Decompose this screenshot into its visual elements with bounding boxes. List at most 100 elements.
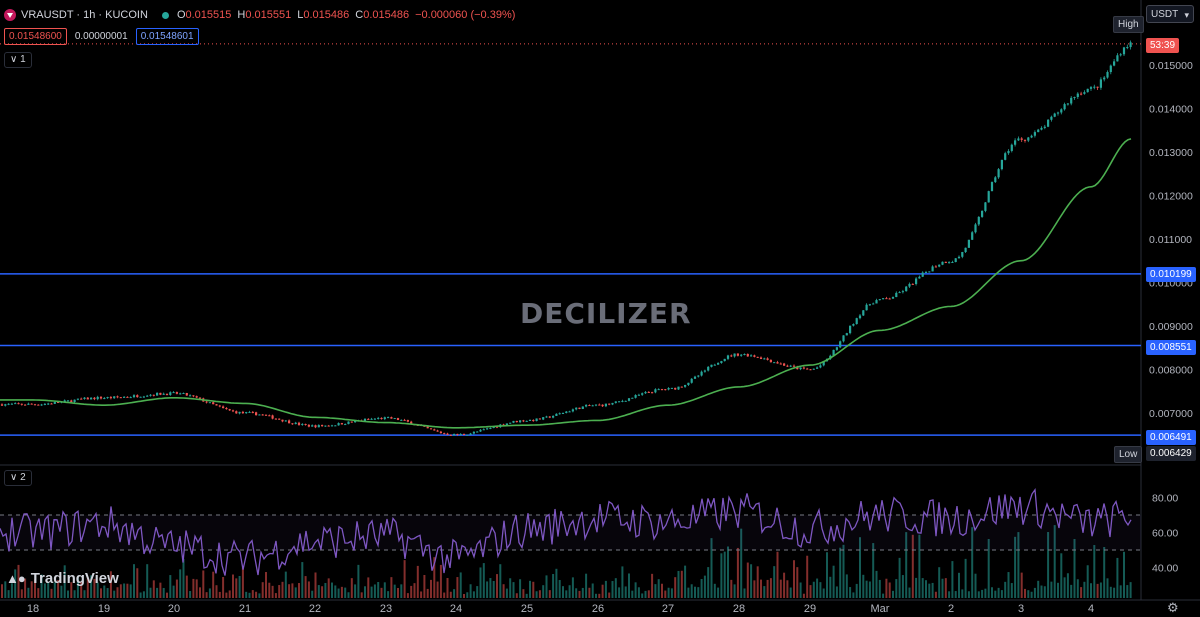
candle-body: [598, 404, 601, 406]
volume-bar: [492, 580, 495, 598]
volume-bar: [453, 589, 456, 598]
candle: [321, 424, 324, 427]
candle: [103, 397, 106, 400]
volume-bar: [1040, 585, 1043, 598]
candle: [1129, 40, 1132, 50]
volume-bar: [60, 585, 63, 598]
candle: [984, 202, 987, 213]
volume-bar: [159, 582, 162, 598]
candle: [1073, 96, 1076, 100]
candle-body: [443, 433, 446, 435]
candle-body: [297, 422, 301, 425]
level-tag-2[interactable]: 0.008551: [1146, 340, 1196, 355]
candle: [888, 297, 891, 300]
candle: [344, 423, 347, 426]
candle: [14, 402, 17, 405]
candle-body: [238, 411, 241, 414]
candle: [1007, 149, 1010, 155]
symbol-title[interactable]: VRAUSDT · 1h · KUCOIN: [21, 9, 148, 21]
volume-bar: [410, 585, 413, 598]
candle-body: [1119, 54, 1122, 56]
candle: [855, 317, 858, 325]
candle: [571, 408, 574, 413]
candle-body: [113, 396, 116, 399]
candle-body: [33, 404, 37, 406]
volume-bar: [753, 580, 756, 598]
buy-price-button[interactable]: 0.01548601: [135, 28, 199, 45]
candle-body: [403, 419, 406, 421]
volume-bar: [568, 585, 571, 598]
volume-bar: [331, 582, 333, 598]
candle-body: [304, 423, 307, 425]
volume-bar: [212, 571, 215, 598]
settings-gear-icon[interactable]: ⚙: [1167, 600, 1179, 615]
candle-body: [561, 412, 565, 414]
volume-bar: [235, 578, 238, 598]
volume-bar: [835, 586, 838, 598]
volume-bar: [687, 587, 690, 598]
candle-body: [868, 304, 871, 306]
volume-bar: [1030, 591, 1033, 598]
level-tag-1[interactable]: 0.010199: [1146, 267, 1196, 282]
candle-body: [717, 363, 720, 365]
candle: [1043, 124, 1046, 130]
tradingview-logo[interactable]: ▲● TradingView: [6, 570, 119, 587]
candle: [525, 420, 528, 422]
candle: [512, 420, 515, 424]
candle-body: [819, 365, 822, 368]
candle: [660, 388, 664, 391]
ohlc-close: C0.015486: [355, 9, 410, 21]
volume-bar: [1113, 587, 1116, 598]
candle-body: [433, 429, 436, 431]
candle: [578, 407, 581, 410]
candle-body: [1076, 93, 1079, 98]
volume-bar: [783, 572, 786, 598]
candle: [486, 427, 489, 430]
candle: [1113, 59, 1116, 67]
volume-bar: [271, 585, 274, 598]
volume-bar: [1060, 553, 1063, 598]
candle: [954, 258, 957, 263]
volume-bar: [37, 588, 40, 598]
candle: [585, 404, 588, 408]
volume-bar: [651, 573, 654, 598]
volume-bar: [855, 583, 858, 598]
volume-bar: [357, 564, 360, 598]
candle-body: [116, 396, 119, 398]
volume-bar: [1004, 581, 1007, 598]
volume-bar: [578, 590, 581, 598]
currency-selector[interactable]: USDT: [1146, 5, 1194, 24]
horizontal-levels[interactable]: [0, 43, 1141, 436]
candle: [944, 261, 947, 264]
candle-body: [575, 407, 578, 410]
candle: [750, 354, 753, 357]
volume-bar: [545, 575, 548, 598]
pane-1-collapse-button[interactable]: ∨ 1: [4, 52, 32, 68]
sell-price-button[interactable]: 0.01548600: [4, 28, 67, 45]
volume-bar: [1119, 585, 1122, 598]
candle: [809, 369, 812, 371]
candle-body: [1027, 137, 1030, 141]
volume-bar: [390, 577, 393, 598]
candle-body: [93, 397, 96, 400]
candle: [766, 357, 769, 361]
candle-body: [990, 182, 994, 192]
volume-bar: [222, 576, 225, 598]
volume-bar: [1033, 587, 1036, 598]
candle-body: [132, 395, 136, 398]
volume-bar: [1073, 539, 1076, 598]
pane-2-collapse-button[interactable]: ∨ 2: [4, 470, 32, 486]
volume-bar: [898, 557, 901, 598]
candle: [783, 362, 786, 366]
candle-body: [284, 420, 287, 422]
candle: [456, 433, 459, 436]
level-tag-3[interactable]: 0.006491: [1146, 430, 1196, 445]
candle-body: [753, 355, 756, 357]
candle-body: [852, 324, 855, 326]
candle: [911, 283, 914, 285]
candle: [614, 401, 617, 404]
volume-bar: [146, 564, 149, 598]
candle-body: [387, 417, 390, 419]
candle-body: [1099, 79, 1102, 88]
